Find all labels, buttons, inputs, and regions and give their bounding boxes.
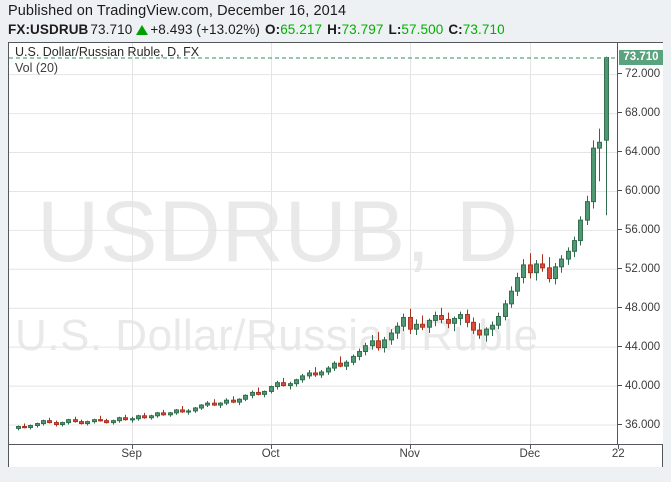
time-tick: Nov: [399, 448, 420, 460]
time-tick-mark: [410, 445, 411, 449]
last-price-badge: 73.710: [619, 50, 663, 65]
last-price: 73.710: [90, 22, 133, 37]
up-triangle-icon: [136, 25, 149, 35]
time-tick-mark: [271, 445, 272, 449]
time-axis[interactable]: Sep Oct Nov Dec 22: [9, 444, 662, 467]
price-tick-mark: [618, 73, 622, 75]
time-tick: Dec: [519, 448, 541, 460]
symbol-label[interactable]: FX:USDRUB: [8, 22, 89, 37]
price-tick-mark: [618, 423, 622, 425]
published-line: Published on TradingView.com, December 1…: [8, 3, 347, 19]
price-tick: 72.000: [618, 67, 660, 81]
chart-gridlines: [9, 43, 617, 444]
time-tick-mark: [132, 445, 133, 449]
low-value: 57.500: [401, 22, 444, 37]
price-tick: 48.000: [618, 301, 660, 315]
price-tick: 40.000: [618, 379, 660, 393]
price-tick: 64.000: [618, 145, 660, 159]
high-value: 73.797: [341, 22, 384, 37]
open-key: O:: [265, 22, 281, 37]
candlestick-series: [9, 56, 617, 431]
price-tick: 68.000: [618, 106, 660, 120]
high-key: H:: [327, 22, 342, 37]
price-tick: 56.000: [618, 223, 660, 237]
price-tick-mark: [618, 306, 622, 308]
time-tick: 22: [611, 448, 625, 460]
price-tick-mark: [618, 267, 622, 269]
open-value: 65.217: [280, 22, 323, 37]
low-key: L:: [388, 22, 402, 37]
price-tick-mark: [618, 189, 622, 191]
price-tick: 44.000: [618, 340, 660, 354]
price-axis[interactable]: 72.000 68.000 64.000 60.000 56.000 52.000 48.0…: [617, 43, 663, 444]
price-tick: 36.000: [618, 418, 660, 432]
price-tick-mark: [618, 151, 622, 152]
quote-line: FX:USDRUB 73.710 +8.493 (+13.02%) O:65.217 H…: [8, 22, 505, 37]
time-tick-mark: [618, 445, 619, 449]
price-tick-mark: [618, 384, 622, 386]
time-tick: Sep: [121, 448, 142, 460]
price-tick: 60.000: [618, 184, 660, 198]
chart-plot-area[interactable]: USDRUB, D U.S. Dollar/Russian Ruble U.S.…: [9, 43, 617, 444]
time-tick-mark: [530, 445, 531, 449]
price-tick-mark: [618, 345, 622, 347]
chart-frame: USDRUB, D U.S. Dollar/Russian Ruble U.S.…: [8, 42, 663, 467]
price-tick: 52.000: [618, 262, 660, 276]
close-key: C:: [448, 22, 463, 37]
price-tick-mark: [618, 112, 622, 114]
close-value: 73.710: [462, 22, 505, 37]
time-tick: Oct: [261, 448, 280, 460]
price-tick-mark: [618, 228, 622, 230]
change-label: +8.493 (+13.02%): [150, 22, 260, 37]
